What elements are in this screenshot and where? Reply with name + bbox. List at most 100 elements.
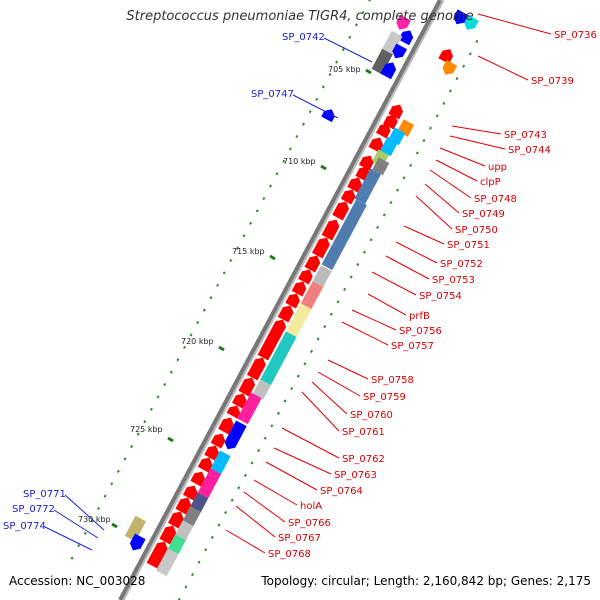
feature-leader-line: [477, 13, 552, 35]
scale-dot: [136, 432, 140, 436]
gene-feature: [321, 199, 367, 271]
scale-label: 730 kbp: [78, 515, 111, 524]
gene-feature: [300, 281, 324, 310]
scale-dot: [302, 122, 306, 126]
track-dot: [356, 262, 360, 267]
scale-dot: [315, 97, 319, 101]
scale-dot: [116, 469, 120, 473]
feature-leader-line: [351, 309, 397, 331]
scale-dot: [143, 420, 147, 424]
scale-dot: [275, 172, 279, 176]
scale-label: 710 kbp: [283, 157, 316, 166]
gene-feature: [168, 511, 184, 529]
scale-dot: [295, 134, 299, 139]
scale-labels: 705 kbp 710 kbp 715 kbp 720 kbp 725 kbp 730 k…: [78, 65, 372, 529]
scale-major-tick: [167, 436, 174, 443]
feature-leader-line: [435, 159, 478, 182]
feature-label: SP_0756: [399, 326, 442, 337]
feature-label: SP_0760: [350, 410, 393, 421]
feature-label: SP_0761: [342, 427, 385, 438]
track-dot: [283, 399, 287, 403]
gene-feature: [380, 62, 397, 80]
scale-major-tick: [320, 164, 327, 171]
scale-dot: [262, 196, 266, 201]
scale-dot: [163, 382, 167, 387]
feature-label: SP_0774: [3, 521, 46, 532]
feature-label: upp: [488, 162, 507, 173]
feature-label: SP_0751: [447, 240, 490, 251]
scale-dot: [288, 147, 292, 151]
track-dot: [177, 597, 181, 600]
track-dot: [191, 572, 194, 577]
scale-dot: [216, 283, 220, 287]
feature-leader-line: [281, 427, 340, 459]
gene-feature: [252, 379, 271, 400]
feature-leader-line: [235, 505, 276, 538]
gene-feature: [442, 60, 458, 75]
track-dot: [277, 411, 280, 415]
gene-feature: [182, 506, 201, 527]
feature-leader-line: [449, 135, 506, 150]
feature-label: SP_0736: [554, 30, 597, 41]
gene-feature: [175, 520, 194, 541]
track-dot: [468, 52, 472, 56]
track-dot: [224, 510, 228, 515]
scale-dot: [176, 358, 180, 362]
track-dot: [336, 300, 340, 304]
feature-label: SP_0754: [419, 291, 462, 302]
scale-dot: [97, 506, 100, 511]
feature-label: SP_0750: [455, 225, 498, 236]
track-dot: [270, 424, 274, 428]
gene-feature: [332, 201, 349, 221]
gene-feature: [238, 377, 256, 397]
feature-label: SP_0762: [342, 454, 385, 465]
gene-feature: [175, 497, 192, 515]
feature-leader-line: [225, 529, 266, 554]
track-dot: [475, 39, 479, 43]
scale-dot: [130, 444, 134, 449]
scale-dot: [202, 308, 206, 312]
track-dot: [243, 473, 247, 477]
track-dot: [442, 101, 446, 105]
gene-feature: [372, 157, 390, 176]
track-dot: [448, 89, 452, 93]
gene-feature: [304, 255, 321, 273]
feature-leader-line: [439, 147, 486, 167]
feature-leader-line: [403, 225, 445, 245]
track-dot: [204, 548, 208, 552]
feature-label: SP_0747: [251, 89, 294, 100]
scale-dot: [361, 10, 365, 15]
gene-feature: [209, 450, 231, 477]
gene-feature: [358, 155, 374, 171]
feature-leader-line: [53, 509, 99, 539]
gene-feature: [371, 48, 393, 75]
feature-leader-line: [292, 94, 339, 119]
track-dot: [362, 250, 366, 254]
feature-leader-line: [273, 447, 332, 475]
scale-ticks: [70, 0, 479, 600]
gene-feature: [347, 177, 362, 193]
feature-label: SP_0739: [531, 76, 574, 87]
feature-label: SP_0743: [504, 130, 547, 141]
scale-dot: [268, 184, 272, 188]
gene-feature: [190, 492, 209, 513]
feature-leader-line: [415, 195, 453, 230]
feature-label: SP_0767: [278, 533, 321, 544]
gene-feature: [156, 548, 179, 577]
track-dot: [237, 486, 241, 490]
scale-dot: [348, 35, 352, 39]
track-dot: [263, 436, 267, 440]
scale-dot: [308, 110, 312, 114]
gene-feature: [312, 265, 332, 288]
feature-leader-line: [341, 321, 389, 346]
gene-feature: [376, 123, 391, 139]
scale-dot: [83, 531, 87, 535]
scale-dot: [77, 544, 81, 548]
gene-feature: [204, 445, 219, 461]
feature-label: SP_0749: [462, 209, 505, 220]
track-dot: [197, 560, 201, 564]
scale-major-tick: [111, 522, 118, 529]
gene-feature: [260, 331, 297, 386]
